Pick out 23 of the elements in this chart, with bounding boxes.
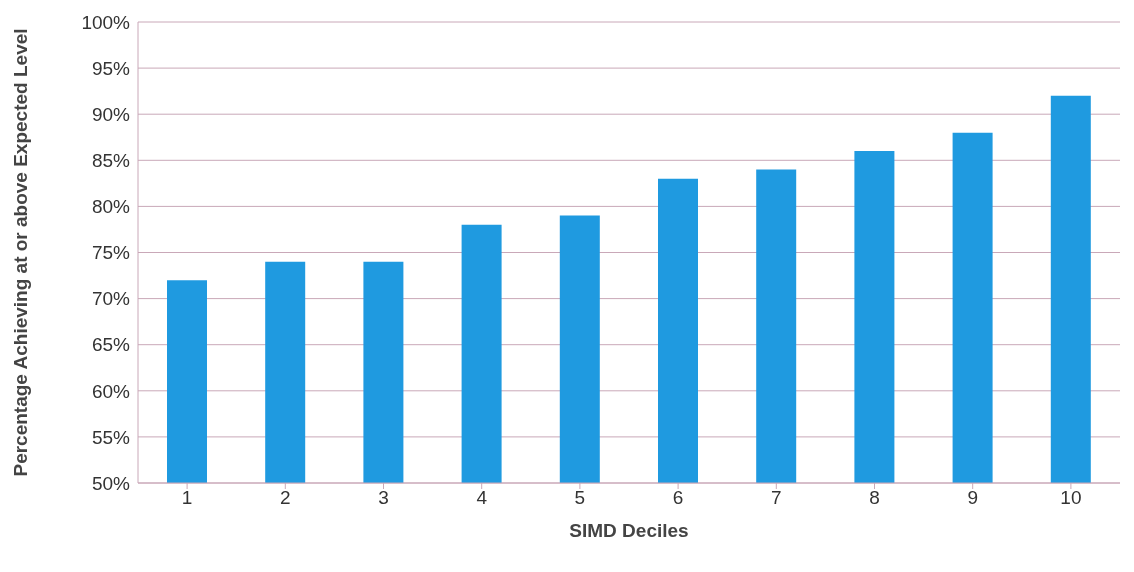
y-tick-label: 80% xyxy=(91,196,131,218)
x-tick-label: 8 xyxy=(869,487,880,509)
x-tick-label: 1 xyxy=(181,487,193,509)
y-tick-label: 85% xyxy=(91,150,131,172)
y-tick-label: 70% xyxy=(91,288,131,310)
y-tick-label: 65% xyxy=(91,334,131,356)
y-tick-label: 90% xyxy=(91,103,131,125)
y-axis-title: Percentage Achieving at or above Expected Level xyxy=(9,28,31,477)
y-tick-label: 95% xyxy=(91,57,131,79)
y-tick-label: 55% xyxy=(91,426,131,448)
x-tick-label: 2 xyxy=(280,487,291,509)
y-tick-label: 100% xyxy=(81,11,131,33)
x-tick-label: 7 xyxy=(771,487,782,509)
x-tick-label: 6 xyxy=(672,487,684,509)
y-tick-label: 75% xyxy=(91,242,131,264)
y-tick-label: 60% xyxy=(91,380,131,402)
x-tick-label: 5 xyxy=(574,487,586,509)
x-tick-label: 10 xyxy=(1060,487,1082,509)
x-axis-title: SIMD Deciles xyxy=(569,520,689,541)
x-tick-label: 4 xyxy=(476,487,488,509)
y-tick-label: 50% xyxy=(91,472,131,494)
x-tick-label: 9 xyxy=(967,487,978,509)
x-tick-label: 3 xyxy=(378,487,389,509)
